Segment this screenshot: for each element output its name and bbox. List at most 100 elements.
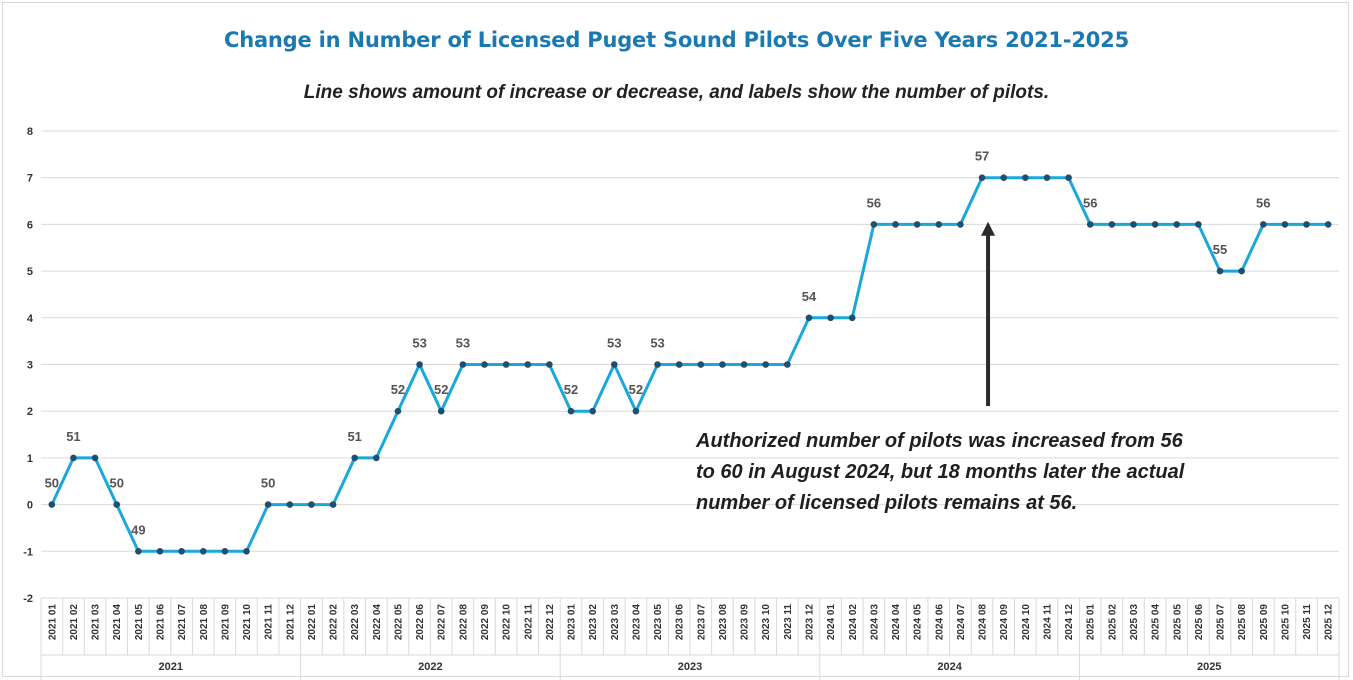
x-tick-label: 2022 06 xyxy=(415,604,426,641)
data-point xyxy=(697,361,705,368)
data-label: 54 xyxy=(802,289,817,304)
data-label: 53 xyxy=(412,336,426,351)
y-tick-label: 8 xyxy=(27,126,33,138)
x-tick-label: 2023 03 xyxy=(610,604,621,641)
data-point xyxy=(827,314,834,322)
data-point xyxy=(784,361,791,368)
chart-subtitle: Line shows amount of increase or decreas… xyxy=(303,82,1050,103)
data-point xyxy=(221,548,229,555)
data-point xyxy=(675,361,683,368)
x-tick-label: 2024 01 xyxy=(826,604,837,641)
data-point xyxy=(351,454,358,462)
x-tick-label: 2023 05 xyxy=(653,604,664,641)
data-point xyxy=(394,407,402,415)
data-point xyxy=(1238,267,1245,275)
y-tick-label: 7 xyxy=(27,173,33,185)
x-tick-label: 2021 04 xyxy=(112,604,123,641)
data-point xyxy=(481,361,488,368)
x-tick-label: 2025 02 xyxy=(1107,604,1118,641)
data-point xyxy=(1195,221,1202,228)
data-label: 56 xyxy=(1256,195,1270,210)
x-tick-label: 2025 11 xyxy=(1302,604,1313,640)
x-tick-label: 2024 10 xyxy=(1021,604,1032,641)
x-tick-label: 2023 06 xyxy=(675,604,686,641)
x-tick-label: 2024 11 xyxy=(1042,604,1053,640)
x-tick-label: 2025 07 xyxy=(1216,604,1227,641)
x-tick-label: 2021 02 xyxy=(69,604,80,641)
data-point xyxy=(740,361,748,368)
x-tick-label: 2022 03 xyxy=(350,604,361,641)
data-label: 56 xyxy=(1083,195,1097,210)
chart-annotation: Authorized number of pilots was increase… xyxy=(696,430,1185,514)
x-tick-label: 2024 06 xyxy=(934,604,945,641)
data-point xyxy=(1065,174,1072,181)
y-tick-label: 2 xyxy=(27,406,33,418)
chart-title: Change in Number of Licensed Puget Sound… xyxy=(224,28,1129,52)
x-tick-label: 2022 09 xyxy=(480,604,491,641)
x-tick-label: 2021 08 xyxy=(199,604,210,641)
data-point xyxy=(1281,221,1289,228)
data-point xyxy=(1216,267,1224,275)
data-point xyxy=(199,548,207,555)
data-point xyxy=(935,221,943,228)
x-tick-label: 2024 07 xyxy=(956,604,967,641)
data-point xyxy=(416,361,423,368)
data-point xyxy=(91,454,99,462)
y-tick-label: 4 xyxy=(27,313,34,325)
x-tick-label: 2023 08 xyxy=(718,604,729,641)
x-tick-label: 2023 02 xyxy=(588,604,599,641)
x-tick-label: 2024 02 xyxy=(848,604,859,641)
year-group-label: 2025 xyxy=(1197,661,1221,673)
data-label: 50 xyxy=(45,476,59,491)
data-label: 52 xyxy=(564,382,578,397)
data-point xyxy=(373,454,380,462)
data-point xyxy=(957,221,964,228)
x-tick-label: 2024 03 xyxy=(869,604,880,641)
y-tick-label: -2 xyxy=(23,593,33,605)
x-tick-label: 2023 07 xyxy=(696,604,707,641)
x-tick-label: 2023 01 xyxy=(567,604,578,641)
series-line xyxy=(50,176,1329,553)
data-point xyxy=(113,501,121,508)
x-tick-label: 2021 10 xyxy=(242,604,253,641)
data-label: 55 xyxy=(1213,242,1227,257)
data-point xyxy=(978,174,986,181)
data-point xyxy=(1303,221,1310,228)
x-tick-label: 2022 07 xyxy=(437,604,448,641)
data-point xyxy=(892,221,899,228)
data-label: 52 xyxy=(629,382,643,397)
data-label: 57 xyxy=(975,149,989,164)
data-point xyxy=(632,407,640,415)
year-group-label: 2024 xyxy=(937,661,962,673)
x-tick-label: 2024 12 xyxy=(1064,604,1075,641)
data-point xyxy=(762,361,770,368)
data-label: 50 xyxy=(261,476,275,491)
data-point xyxy=(1130,221,1137,228)
x-tick-label: 2021 12 xyxy=(285,604,296,641)
x-tick-label: 2024 05 xyxy=(913,604,924,641)
annotation-arrow-head xyxy=(981,221,996,236)
data-label: 51 xyxy=(66,429,80,444)
x-tick-label: 2024 04 xyxy=(891,604,902,641)
x-tick-label: 2021 03 xyxy=(91,604,102,641)
x-tick-label: 2022 01 xyxy=(307,604,318,641)
data-point xyxy=(719,361,726,368)
x-tick-label: 2025 04 xyxy=(1151,604,1162,641)
data-point xyxy=(502,361,510,368)
x-tick-label: 2022 12 xyxy=(545,604,556,641)
y-tick-label: 5 xyxy=(27,266,33,278)
x-tick-label: 2022 05 xyxy=(393,604,404,641)
data-label: 53 xyxy=(607,336,621,351)
x-tick-label: 2025 08 xyxy=(1237,604,1248,641)
data-label: 49 xyxy=(131,522,145,537)
data-point xyxy=(1000,174,1007,181)
data-point xyxy=(870,221,878,228)
data-point xyxy=(243,548,250,555)
data-point xyxy=(286,501,294,508)
data-point xyxy=(156,548,164,555)
x-tick-label: 2022 02 xyxy=(329,604,340,641)
data-point xyxy=(48,501,56,508)
x-tick-label: 2021 05 xyxy=(134,604,145,641)
y-tick-label: -1 xyxy=(23,546,33,558)
